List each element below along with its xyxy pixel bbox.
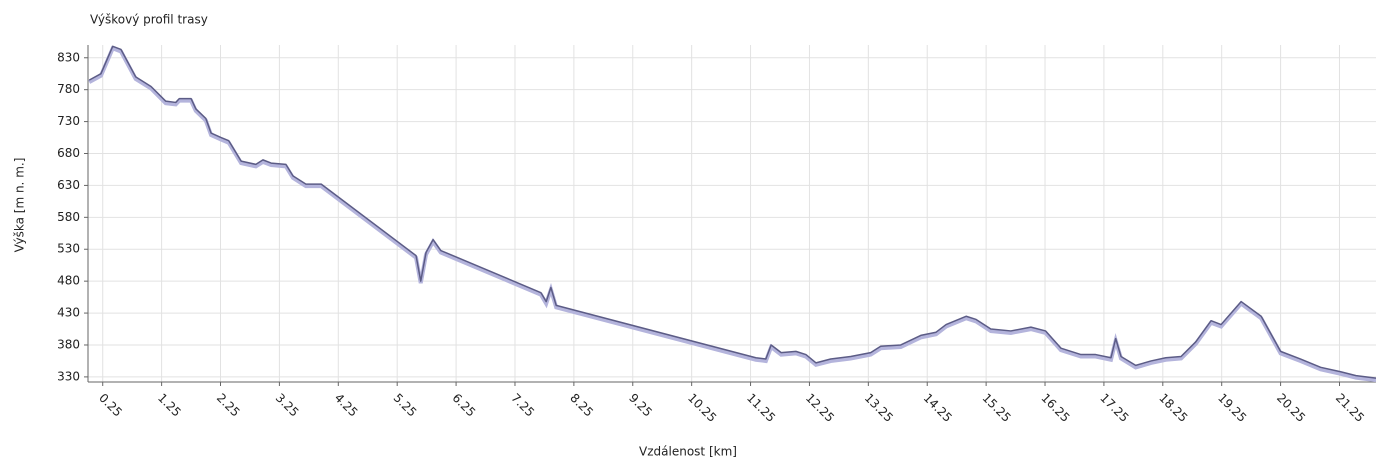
y-tick-label: 430 <box>57 306 80 320</box>
y-axis-label: Výška [m n. m.] <box>13 158 27 253</box>
x-tick-label: 13.25 <box>862 391 896 425</box>
x-tick-label: 18.25 <box>1156 391 1190 425</box>
x-tick-label: 14.25 <box>921 391 955 425</box>
x-tick-label: 7.25 <box>508 391 537 420</box>
x-tick-label: 6.25 <box>449 391 478 420</box>
x-tick-label: 5.25 <box>391 391 420 420</box>
x-tick-label: 17.25 <box>1097 391 1131 425</box>
x-tick-label: 20.25 <box>1274 391 1308 425</box>
x-tick-label: 1.25 <box>155 391 184 420</box>
y-tick-label: 830 <box>57 50 80 64</box>
elevation-shadow <box>88 45 1376 383</box>
y-tick-label: 730 <box>57 114 80 128</box>
chart-title: Výškový profil trasy <box>90 13 208 27</box>
x-tick-label: 2.25 <box>214 391 243 420</box>
x-tick-label: 4.25 <box>332 391 361 420</box>
x-tick-label: 12.25 <box>803 391 837 425</box>
y-tick-label: 530 <box>57 242 80 256</box>
x-tick-label: 3.25 <box>273 391 302 420</box>
x-tick-label: 16.25 <box>1038 391 1072 425</box>
y-tick-label: 780 <box>57 82 80 96</box>
y-tick-label: 680 <box>57 146 80 160</box>
x-tick-label: 9.25 <box>626 391 655 420</box>
y-tick-label: 380 <box>57 337 80 351</box>
y-tick-label: 480 <box>57 274 80 288</box>
y-tick-label: 330 <box>57 369 80 383</box>
x-tick-label: 19.25 <box>1215 391 1249 425</box>
x-axis-label: Vzdálenost [km] <box>639 445 737 459</box>
x-tick-label: 15.25 <box>980 391 1014 425</box>
x-tick-label: 10.25 <box>685 391 719 425</box>
y-tick-label: 580 <box>57 210 80 224</box>
x-tick-label: 11.25 <box>744 391 778 425</box>
elevation-line <box>88 45 1376 379</box>
y-tick-label: 630 <box>57 178 80 192</box>
x-tick-label: 21.25 <box>1333 391 1367 425</box>
x-tick-label: 0.25 <box>96 391 125 420</box>
x-tick-label: 8.25 <box>567 391 596 420</box>
